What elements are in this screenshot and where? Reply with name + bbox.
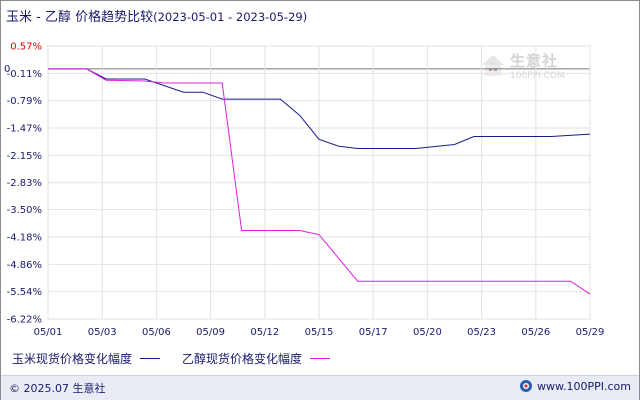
series-line-corn	[48, 68, 591, 149]
legend-item-corn: 玉米现货价格变化幅度	[12, 350, 161, 367]
x-tick-label: 05/01	[34, 327, 63, 338]
x-tick-label: 05/03	[88, 327, 117, 338]
y-tick-label: -3.50%	[7, 205, 42, 216]
legend: 玉米现货价格变化幅度 乙醇现货价格变化幅度	[12, 350, 352, 367]
y-tick-label: -2.83%	[7, 178, 42, 189]
x-tick-label: 05/23	[467, 327, 496, 338]
chart-title-main: 玉米 - 乙醇 价格趋势比较	[6, 10, 154, 25]
site-logo-icon	[520, 380, 533, 392]
x-tick-label: 05/09	[196, 327, 225, 338]
x-tick-label: 05/20	[413, 327, 442, 338]
watermark-url: 100PPI.COM	[510, 71, 565, 81]
footer-site[interactable]: www.100PPI.com	[519, 379, 631, 393]
y-tick-label: -4.18%	[7, 232, 42, 243]
zero-line-label: 0	[4, 64, 10, 75]
legend-swatch-corn	[140, 358, 161, 359]
series-line-ethanol	[48, 68, 591, 295]
x-tick-label: 05/29	[576, 327, 605, 338]
y-tick-label: -4.86%	[7, 260, 42, 271]
x-tick-label: 05/12	[250, 327, 279, 338]
x-tick-label: 05/06	[142, 327, 171, 338]
y-tick-label: 0.57%	[10, 42, 42, 53]
legend-item-ethanol: 乙醇现货价格变化幅度	[182, 350, 331, 367]
y-tick-label: -2.15%	[7, 151, 42, 162]
footer-copyright: © 2025.07 生意社	[9, 382, 106, 395]
legend-swatch-ethanol	[310, 358, 331, 359]
y-tick-label: -0.11%	[7, 69, 42, 80]
y-tick-label: -5.54%	[7, 287, 42, 298]
y-tick-label: -1.47%	[7, 124, 42, 135]
x-tick-label: 05/17	[359, 327, 388, 338]
series-layer	[48, 68, 591, 295]
y-tick-label: -6.22%	[7, 315, 42, 326]
axis-layer: 0.57% -0.11% -0.79% -1.47% -2.15% -2.83% -3.50…	[4, 42, 604, 339]
x-tick-label: 05/26	[521, 327, 550, 338]
watermark-name: 生意社	[510, 52, 559, 70]
legend-label-ethanol: 乙醇现货价格变化幅度	[182, 352, 303, 366]
footer: © 2025.07 生意社 www.100PPI.com	[1, 375, 639, 400]
footer-site-url[interactable]: www.100PPI.com	[537, 379, 631, 393]
y-tick-label: -0.79%	[7, 96, 42, 107]
chart-title-range: (2023-05-01 - 2023-05-29)	[153, 10, 308, 24]
x-tick-label: 05/15	[305, 327, 334, 338]
chart-title: 玉米 - 乙醇 价格趋势比较(2023-05-01 - 2023-05-29)	[6, 6, 307, 25]
grid-layer	[47, 45, 591, 320]
legend-label-corn: 玉米现货价格变化幅度	[12, 352, 133, 366]
watermark: 生意社 100PPI.COM	[480, 50, 565, 81]
